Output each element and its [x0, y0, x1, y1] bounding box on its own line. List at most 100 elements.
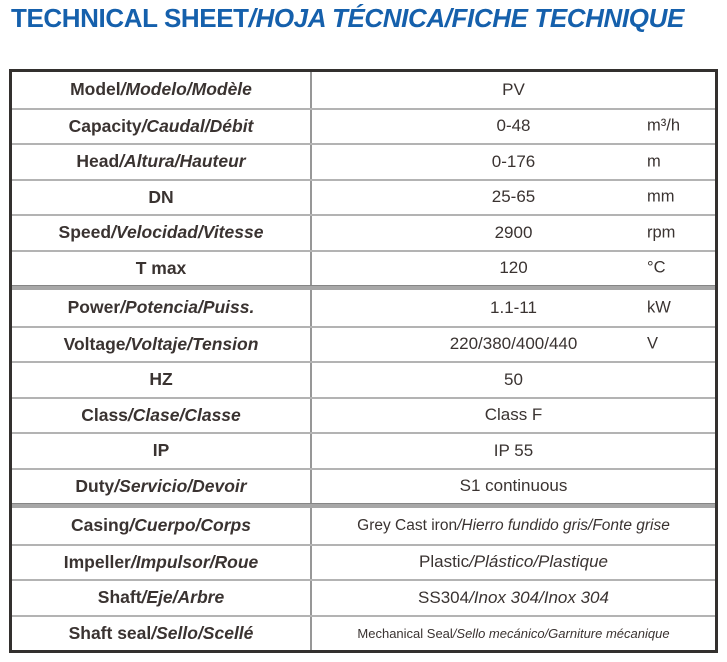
- spec-value-en: SS304: [418, 587, 470, 607]
- spec-value: PV: [312, 72, 715, 108]
- table-row-head: Head/Altura/Hauteur 0-176 m: [12, 143, 715, 179]
- spec-unit: °C: [647, 258, 666, 277]
- spec-label: Impeller/Impulsor/Roue: [12, 545, 312, 579]
- table-row-shaft-seal: Shaft seal/Sello/Scellé Mechanical Seal/…: [12, 614, 715, 650]
- spec-value-en: Class F: [484, 405, 543, 425]
- spec-label-translations: /Impulsor/Roue: [130, 551, 259, 572]
- spec-value: IP 55: [312, 434, 715, 468]
- spec-value-translations: /Plástico/Plastique: [469, 552, 608, 572]
- table-row-model: Model/Modelo/Modèle PV: [12, 72, 715, 108]
- table-row-speed: Speed/Velocidad/Vitesse 2900 rpm: [12, 214, 715, 250]
- spec-label-en: Impeller: [63, 551, 131, 572]
- table-row-hz: HZ 50: [12, 361, 715, 397]
- spec-label-en: Model: [70, 79, 121, 100]
- spec-value-en: 25-65: [491, 187, 536, 207]
- spec-label: T max: [12, 251, 312, 285]
- spec-value-translations: /Inox 304/Inox 304: [469, 587, 609, 607]
- spec-value: 120 °C: [312, 252, 715, 286]
- spec-value-text: 25-65: [492, 187, 535, 207]
- spec-value: SS304/Inox 304/Inox 304: [312, 581, 715, 615]
- spec-label: DN: [12, 180, 312, 214]
- spec-value-text: 2900: [495, 223, 533, 243]
- spec-value-text: IP 55: [494, 441, 533, 461]
- spec-value-en: 2900: [494, 222, 533, 242]
- spec-label-en: Shaft: [97, 587, 142, 608]
- spec-label: Model/Modelo/Modèle: [12, 72, 312, 108]
- spec-value: 0-176 m: [312, 145, 715, 179]
- spec-label-en: Shaft seal: [68, 622, 152, 643]
- spec-label-translations: /Sello/Scellé: [151, 622, 254, 643]
- spec-label: IP: [12, 434, 312, 468]
- spec-value-en: Grey Cast iron: [357, 516, 458, 534]
- spec-label: Shaft/Eje/Arbre: [12, 581, 312, 615]
- page-title-translations: /HOJA TÉCNICA/FICHE TECHNIQUE: [248, 3, 685, 33]
- spec-label-translations: /Velocidad/Vitesse: [111, 222, 264, 243]
- spec-value-en: 50: [504, 369, 523, 389]
- spec-value-text: Plastic/Plástico/Plastique: [419, 552, 608, 572]
- spec-label-en: Casing: [71, 515, 130, 536]
- spec-value: 50: [312, 363, 715, 397]
- spec-label-en: IP: [152, 440, 170, 461]
- spec-value-en: 220/380/400/440: [449, 334, 578, 354]
- section-divider: [12, 285, 715, 290]
- spec-value: 2900 rpm: [312, 216, 715, 250]
- spec-value-text: Class F: [485, 405, 543, 425]
- table-row-duty: Duty/Servicio/Devoir S1 continuous: [12, 467, 715, 504]
- spec-label: Capacity/Caudal/Débit: [12, 109, 312, 143]
- spec-unit: mm: [647, 187, 675, 206]
- spec-label: Shaft seal/Sello/Scellé: [12, 616, 312, 650]
- spec-value: 1.1-11 kW: [312, 290, 715, 326]
- spec-label: Voltage/Voltaje/Tension: [12, 327, 312, 361]
- spec-value: Grey Cast iron/Hierro fundido gris/Fonte…: [312, 508, 715, 544]
- spec-value: Class F: [312, 399, 715, 433]
- table-row-dn: DN 25-65 mm: [12, 178, 715, 214]
- spec-value-text: 0-176: [492, 152, 535, 172]
- spec-label: Duty/Servicio/Devoir: [12, 469, 312, 503]
- table-row-impeller: Impeller/Impulsor/Roue Plastic/Plástico/…: [12, 543, 715, 580]
- spec-label-translations: /Servicio/Devoir: [114, 475, 247, 496]
- spec-label-en: Class: [81, 404, 128, 425]
- spec-value-en: Plastic: [419, 552, 470, 572]
- spec-label-translations: /Eje/Arbre: [141, 587, 225, 608]
- spec-label-translations: /Clase/Classe: [127, 404, 241, 425]
- spec-value: Plastic/Plástico/Plastique: [312, 546, 715, 580]
- spec-value-text: Mechanical Seal/Sello mecánico/Garniture…: [357, 626, 669, 641]
- spec-value-en: IP 55: [493, 440, 534, 460]
- spec-value-text: 120: [499, 258, 527, 278]
- spec-label-en: Head: [76, 151, 120, 172]
- spec-label-translations: /Caudal/Débit: [141, 115, 254, 136]
- spec-label-translations: /Altura/Hauteur: [119, 151, 246, 172]
- page-title-en: TECHNICAL SHEET: [11, 3, 249, 33]
- table-row-power: Power/Potencia/Puiss. 1.1-11 kW: [12, 290, 715, 326]
- spec-value-text: SS304/Inox 304/Inox 304: [418, 588, 609, 608]
- spec-value-en: 0-176: [491, 151, 536, 171]
- spec-value-text: PV: [502, 80, 525, 100]
- spec-label: Class/Clase/Classe: [12, 398, 312, 432]
- spec-label: Casing/Cuerpo/Corps: [12, 508, 312, 544]
- spec-value-en: Mechanical Seal: [357, 625, 453, 641]
- spec-label-en: Capacity: [68, 115, 142, 136]
- spec-label-en: Speed: [58, 222, 112, 243]
- spec-value-text: Grey Cast iron/Hierro fundido gris/Fonte…: [357, 517, 670, 535]
- spec-label-en: T max: [135, 257, 187, 278]
- spec-value: S1 continuous: [312, 470, 715, 504]
- spec-value-en: 1.1-11: [490, 297, 537, 317]
- spec-value-en: S1 continuous: [459, 476, 568, 496]
- spec-value-text: 50: [504, 370, 523, 390]
- spec-value-translations: /Hierro fundido gris/Fonte grise: [457, 516, 670, 534]
- spec-label-translations: /Modelo/Modèle: [120, 79, 252, 100]
- spec-label: Power/Potencia/Puiss.: [12, 290, 312, 326]
- spec-label-en: DN: [148, 186, 174, 207]
- spec-unit: V: [647, 334, 659, 353]
- spec-value: 220/380/400/440 V: [312, 328, 715, 362]
- table-row-class: Class/Clase/Classe Class F: [12, 396, 715, 433]
- section-divider: [12, 503, 715, 508]
- spec-label: Speed/Velocidad/Vitesse: [12, 216, 312, 250]
- spec-label-translations: /Voltaje/Tension: [125, 333, 259, 354]
- spec-unit: kW: [647, 298, 671, 317]
- spec-label-translations: /Cuerpo/Corps: [129, 515, 251, 536]
- table-row-capacity: Capacity/Caudal/Débit 0-48 m³/h: [12, 107, 715, 143]
- spec-label: HZ: [12, 363, 312, 397]
- table-row-casing: Casing/Cuerpo/Corps Grey Cast iron/Hierr…: [12, 508, 715, 544]
- spec-label-en: Duty: [75, 475, 115, 496]
